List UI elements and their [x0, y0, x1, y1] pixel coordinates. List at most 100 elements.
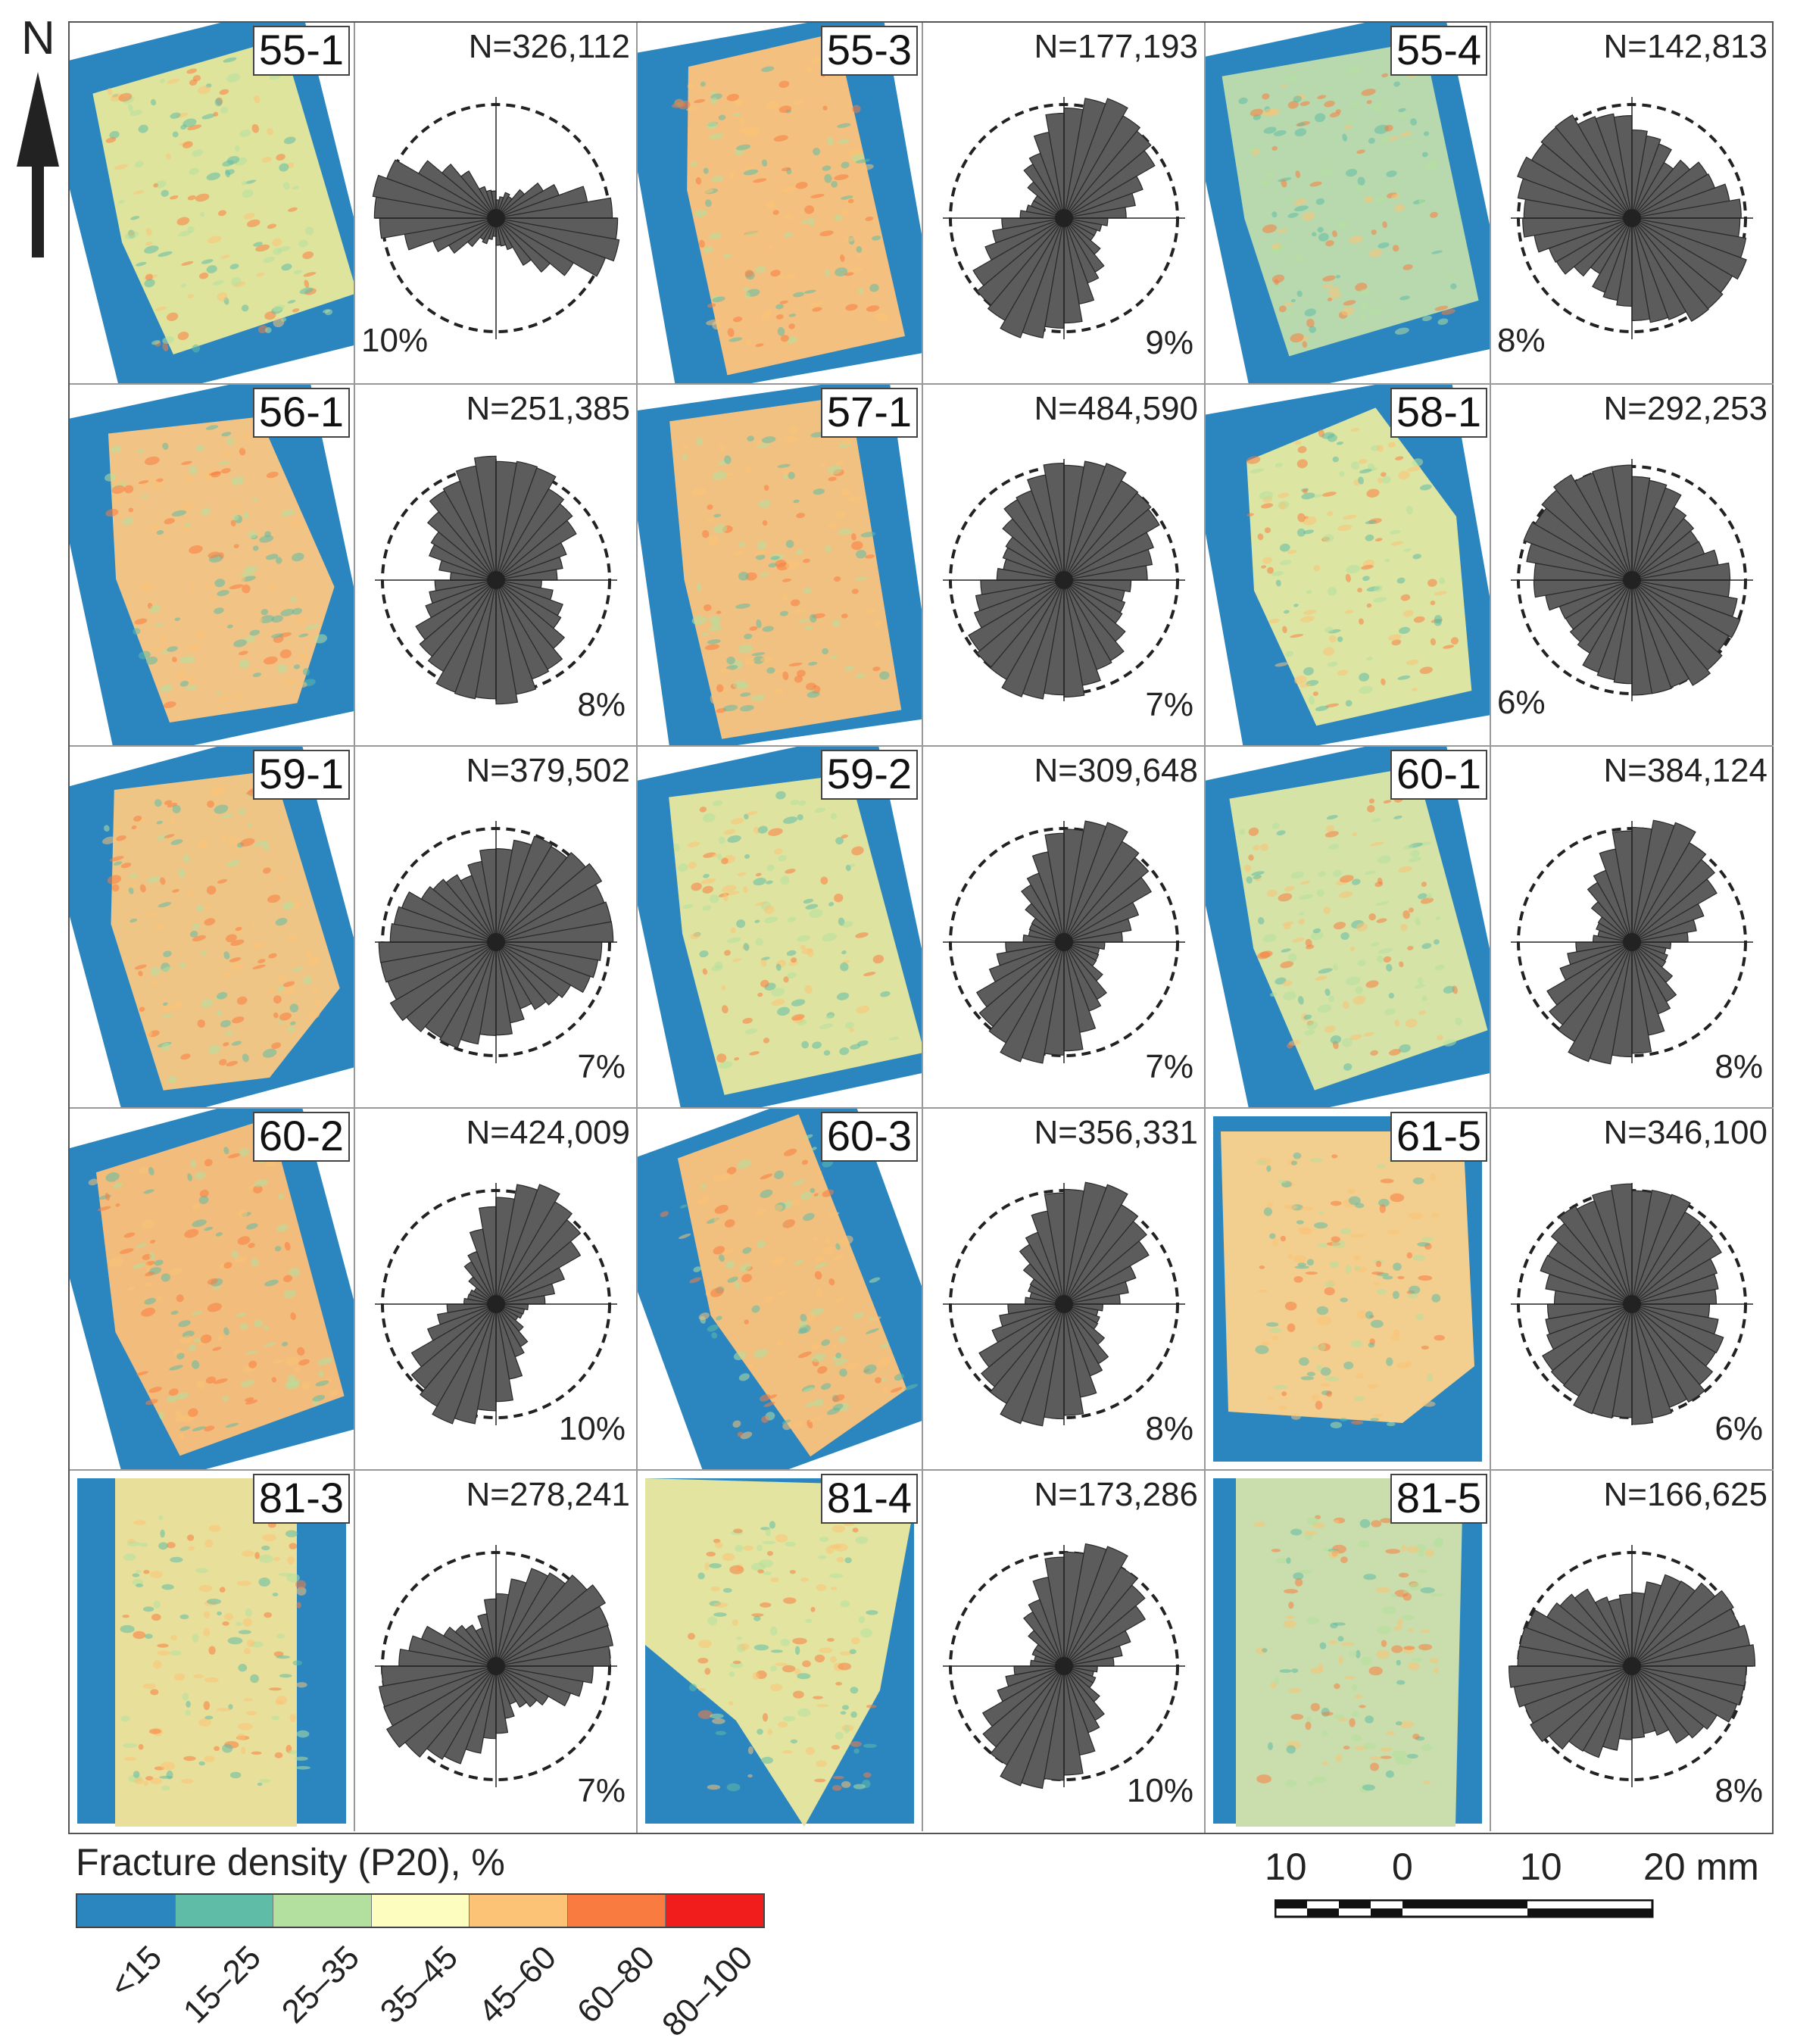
density-speckle [1393, 815, 1402, 819]
density-speckle [189, 79, 198, 86]
density-speckle [145, 656, 158, 665]
density-speckle [749, 626, 758, 631]
density-speckle [733, 551, 744, 557]
density-speckle [1256, 1160, 1267, 1165]
density-speckle [287, 1025, 295, 1033]
density-speckle [735, 1544, 744, 1553]
density-speckle [816, 1170, 822, 1175]
density-speckle [719, 668, 732, 674]
density-speckle [803, 898, 814, 903]
rose-petal [1631, 1258, 1718, 1305]
sample-panel: 56-1 N=251,385 8% [70, 385, 638, 747]
density-speckle [161, 1043, 171, 1051]
density-speckle [791, 957, 797, 963]
density-speckle [1408, 1662, 1420, 1671]
density-speckle [738, 541, 746, 548]
density-speckle [837, 123, 851, 128]
density-speckle [114, 826, 122, 832]
density-speckle [214, 579, 226, 588]
density-speckle [1427, 579, 1437, 587]
rose-petal [1568, 941, 1633, 1063]
density-speckle [1340, 875, 1354, 883]
density-speckle [1418, 198, 1425, 206]
rose-diagram [372, 97, 620, 339]
density-speckle [289, 519, 302, 527]
density-speckle [282, 981, 295, 988]
density-speckle [199, 1189, 209, 1198]
density-speckle [139, 482, 149, 488]
density-speckle [134, 1777, 144, 1785]
density-speckle [314, 634, 328, 644]
density-speckle [713, 1217, 720, 1225]
density-speckle [1324, 988, 1331, 997]
density-speckle [1340, 1297, 1348, 1303]
density-speckle [805, 1401, 817, 1408]
density-speckle [771, 999, 785, 1006]
rose-petal [988, 941, 1065, 1044]
density-speckle [1377, 1626, 1392, 1634]
density-speckle [797, 1328, 808, 1334]
density-speckle [1274, 279, 1279, 286]
density-speckle [1288, 1601, 1294, 1609]
density-speckle [835, 1352, 842, 1359]
rose-diagram [1511, 819, 1753, 1065]
density-speckle [243, 213, 255, 220]
density-speckle [836, 1557, 844, 1563]
density-speckle [122, 517, 134, 526]
density-speckle [1356, 1310, 1368, 1319]
density-speckle [1419, 484, 1432, 491]
density-speckle [1285, 651, 1293, 657]
density-speckle [828, 1278, 835, 1286]
density-speckle [707, 1325, 719, 1332]
density-speckle [231, 847, 245, 853]
density-speckle [127, 1287, 136, 1290]
density-speckle [168, 1388, 179, 1396]
density-speckle [153, 480, 161, 490]
density-speckle [170, 1556, 183, 1563]
density-speckle [1284, 1301, 1297, 1311]
density-speckle [844, 666, 854, 672]
density-speckle [1269, 992, 1278, 997]
density-speckle [222, 1395, 229, 1402]
density-speckle [157, 1643, 169, 1648]
density-speckle [120, 862, 132, 869]
density-speckle [288, 207, 298, 212]
density-speckle [1282, 626, 1287, 634]
fracture-density-map [1213, 1478, 1482, 1827]
density-speckle [1417, 977, 1424, 985]
density-speckle [822, 1189, 835, 1197]
density-speckle [1355, 986, 1363, 994]
rose-petal [495, 503, 573, 581]
density-speckle [1356, 922, 1368, 932]
density-speckle [785, 560, 800, 570]
density-speckle [1381, 678, 1386, 685]
density-speckle [145, 273, 154, 281]
panel-divider [922, 747, 923, 1107]
density-speckle [796, 513, 806, 519]
density-speckle [680, 1204, 688, 1209]
density-speckle [204, 1715, 214, 1720]
density-speckle [1267, 1396, 1274, 1400]
density-speckle [1342, 133, 1348, 142]
density-speckle [839, 1047, 850, 1056]
density-speckle [179, 1614, 189, 1620]
density-speckle [1422, 1780, 1431, 1784]
density-speckle [212, 1347, 222, 1351]
fracture-count-label: N=292,253 [1603, 390, 1767, 427]
density-speckle [1293, 1572, 1304, 1581]
legend-class-label: 60–80 [569, 1939, 662, 2031]
density-speckle [1262, 557, 1272, 564]
density-speckle [1303, 1531, 1318, 1536]
density-speckle [246, 1640, 255, 1647]
rose-diagram [375, 821, 617, 1063]
fracture-count-label: N=309,648 [1034, 752, 1198, 789]
density-speckle [808, 661, 818, 666]
density-speckle [187, 124, 202, 130]
density-speckle [147, 875, 161, 883]
density-speckle [1320, 1367, 1331, 1376]
density-speckle [172, 804, 181, 813]
rose-petal [495, 488, 565, 581]
rose-petal [1063, 130, 1152, 219]
density-speckle [757, 1728, 763, 1735]
panel-divider [1490, 1109, 1491, 1469]
